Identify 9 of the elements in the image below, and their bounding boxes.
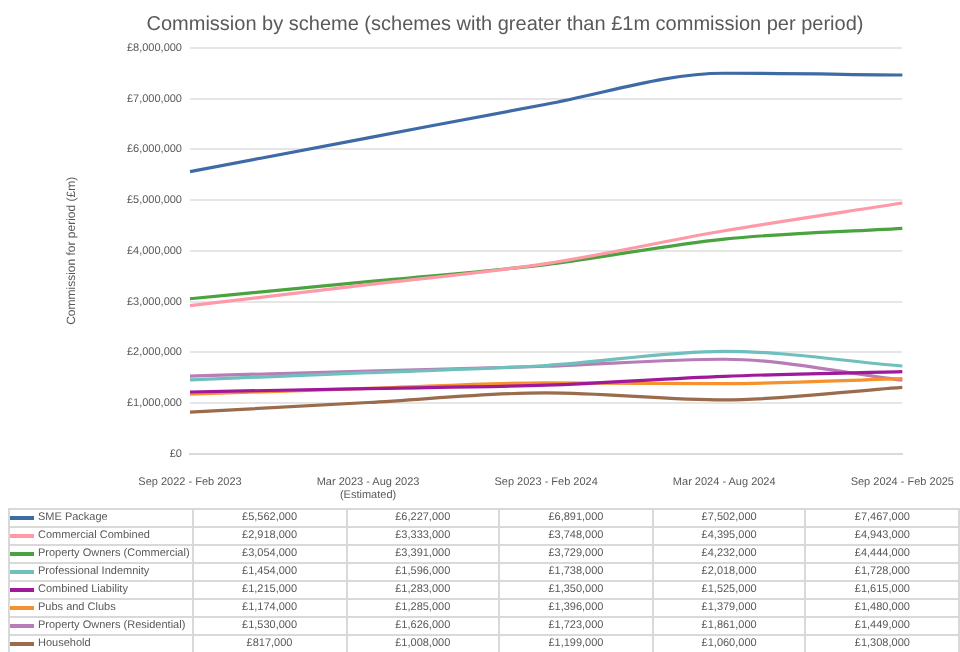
line-series — [188, 376, 904, 396]
line-series — [188, 71, 904, 174]
line-series — [188, 385, 904, 414]
line-series — [188, 357, 904, 382]
line-series — [188, 226, 904, 301]
line-series — [188, 201, 904, 308]
line-series — [188, 370, 904, 394]
chart-title: Commission by scheme (schemes with greater than £1m commission per period) — [146, 13, 864, 36]
line-series — [188, 349, 904, 382]
